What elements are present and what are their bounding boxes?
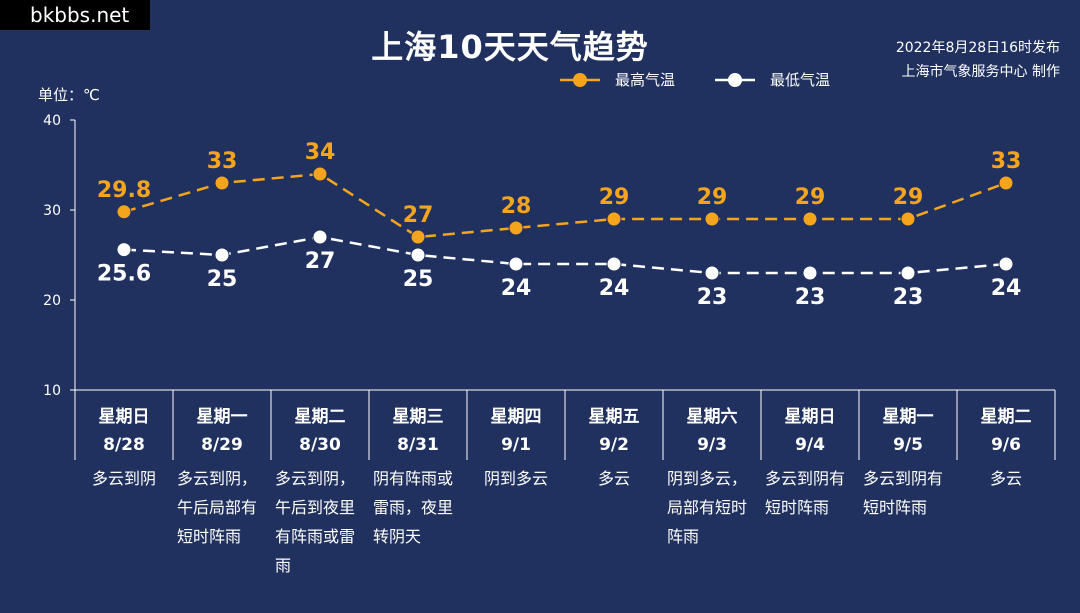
weekday-label: 星期四 (491, 407, 542, 427)
data-point (312, 166, 328, 182)
weather-text: 短时阵雨 (177, 527, 241, 546)
data-point (214, 247, 230, 263)
weather-text: 多云到阴有 (765, 469, 845, 488)
watermark: bkbbs.net (0, 0, 150, 30)
weekday-label: 星期三 (393, 407, 444, 427)
date-label: 8/31 (397, 435, 439, 455)
data-label: 29 (697, 185, 728, 210)
data-point (116, 204, 132, 220)
weather-text: 多云到阴， (275, 469, 355, 488)
weather-text: 阴有阵雨或 (373, 469, 453, 488)
weather-text: 有阵雨或雷 (275, 527, 355, 546)
data-point (704, 211, 720, 227)
weather-text: 雨 (275, 556, 291, 575)
weather-text: 局部有短时 (667, 498, 747, 517)
date-label: 8/28 (103, 435, 145, 455)
y-tick-label: 40 (43, 113, 61, 129)
legend-label: 最高气温 (615, 71, 675, 89)
chart-title: 上海10天天气趋势 (371, 28, 649, 66)
date-label: 9/5 (893, 435, 923, 455)
data-point (900, 265, 916, 281)
data-point (410, 229, 426, 245)
release-date: 2022年8月28日16时发布 (895, 40, 1060, 56)
weekday-label: 星期一 (883, 407, 934, 427)
data-label: 24 (991, 276, 1022, 301)
data-point (802, 265, 818, 281)
data-label: 27 (403, 203, 434, 228)
y-tick-label: 20 (43, 293, 61, 309)
series-line-low (123, 235, 1007, 275)
date-label: 9/6 (991, 435, 1021, 455)
data-label: 24 (501, 276, 532, 301)
date-label: 8/30 (299, 435, 341, 455)
weather-text: 短时阵雨 (863, 498, 927, 517)
date-label: 9/1 (501, 435, 531, 455)
weather-text: 转阴天 (373, 527, 421, 546)
data-point (508, 220, 524, 236)
weekday-label: 星期二 (981, 407, 1032, 427)
data-label: 34 (305, 140, 336, 165)
series-line-high (123, 172, 1007, 239)
weather-text: 午后局部有 (177, 498, 257, 517)
data-label: 25.6 (97, 262, 151, 287)
data-point (704, 265, 720, 281)
weather-text: 多云 (990, 469, 1022, 488)
data-label: 28 (501, 194, 532, 219)
weekday-label: 星期日 (99, 407, 150, 427)
data-label: 29 (599, 185, 630, 210)
date-label: 9/2 (599, 435, 629, 455)
y-tick-label: 30 (43, 203, 61, 219)
data-label: 23 (893, 285, 924, 310)
data-point (508, 256, 524, 272)
weather-text: 阴到多云， (667, 469, 747, 488)
weekday-label: 星期六 (687, 406, 738, 427)
weather-text: 阴到多云 (484, 469, 548, 488)
weather-text: 午后到夜里 (275, 498, 355, 517)
date-label: 9/4 (795, 435, 825, 455)
data-point (998, 256, 1014, 272)
data-point (312, 229, 328, 245)
data-point (606, 211, 622, 227)
release-producer: 上海市气象服务中心 制作 (901, 64, 1060, 80)
data-point (116, 242, 132, 258)
data-label: 24 (599, 276, 630, 301)
legend-label: 最低气温 (770, 71, 830, 89)
data-label: 25 (403, 267, 434, 292)
data-point (900, 211, 916, 227)
data-label: 33 (207, 149, 238, 174)
weather-text: 短时阵雨 (765, 498, 829, 517)
legend-marker (728, 73, 742, 87)
weekday-label: 星期五 (589, 407, 640, 427)
data-point (802, 211, 818, 227)
release-info: 2022年8月28日16时发布 上海市气象服务中心 制作 (896, 36, 1060, 84)
data-label: 29 (893, 185, 924, 210)
date-label: 8/29 (201, 435, 243, 455)
data-label: 25 (207, 267, 238, 292)
date-label: 9/3 (697, 435, 727, 455)
weekday-label: 星期一 (197, 407, 248, 427)
y-tick-label: 10 (43, 383, 61, 399)
unit-label: 单位：℃ (38, 86, 100, 104)
data-label: 23 (697, 285, 728, 310)
data-label: 33 (991, 149, 1022, 174)
weekday-label: 星期二 (295, 407, 346, 427)
weather-text: 雷雨，夜里 (373, 498, 453, 517)
data-label: 23 (795, 285, 826, 310)
weather-text: 多云 (598, 469, 630, 488)
data-point (998, 175, 1014, 191)
data-point (410, 247, 426, 263)
data-point (214, 175, 230, 191)
legend-marker (573, 73, 587, 87)
weather-text: 阵雨 (667, 527, 699, 546)
weekday-label: 星期日 (785, 407, 836, 427)
weather-text: 多云到阴， (177, 469, 257, 488)
data-label: 29 (795, 185, 826, 210)
data-label: 29.8 (97, 178, 151, 203)
weather-text: 多云到阴 (92, 469, 156, 488)
data-label: 27 (305, 249, 336, 274)
data-point (606, 256, 622, 272)
weather-text: 多云到阴有 (863, 469, 943, 488)
